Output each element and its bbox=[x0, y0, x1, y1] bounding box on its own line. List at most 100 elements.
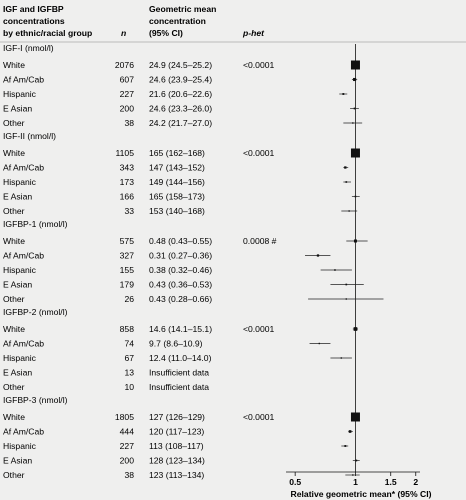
point-estimate bbox=[345, 181, 348, 183]
ci-text: 0.31 (0.27–0.36) bbox=[149, 251, 212, 261]
point-estimate bbox=[334, 269, 336, 271]
ci-text: 9.7 (8.6–10.9) bbox=[149, 339, 203, 349]
n-value: 200 bbox=[120, 104, 135, 114]
group-header-line-2: concentrations bbox=[3, 16, 65, 26]
group-header-line-3: by ethnic/racial group bbox=[3, 28, 92, 38]
group-label: E Asian bbox=[3, 368, 32, 378]
reference-square bbox=[350, 60, 360, 70]
point-estimate bbox=[318, 342, 321, 345]
n-value: 200 bbox=[120, 456, 135, 466]
point-estimate bbox=[344, 166, 347, 169]
group-label: White bbox=[3, 236, 25, 246]
n-value: 38 bbox=[124, 118, 134, 128]
x-tick-label: 0.5 bbox=[289, 477, 301, 487]
ci-text: 24.6 (23.3–26.0) bbox=[149, 104, 212, 114]
p-het-value: <0.0001 bbox=[243, 324, 275, 334]
n-value: 607 bbox=[120, 75, 135, 85]
n-value: 327 bbox=[120, 251, 135, 261]
group-header-line-1: IGF and IGFBP bbox=[3, 4, 64, 14]
n-value: 227 bbox=[120, 441, 135, 451]
n-value: 13 bbox=[124, 368, 134, 378]
phet-header: p-het bbox=[242, 28, 265, 38]
group-label: Hispanic bbox=[3, 441, 37, 451]
group-label: White bbox=[3, 60, 25, 70]
ci-text: Insufficient data bbox=[149, 382, 209, 392]
n-value: 2076 bbox=[115, 60, 134, 70]
group-label: Af Am/Cab bbox=[3, 163, 44, 173]
geomean-header-line-2: concentration bbox=[149, 16, 206, 26]
x-tick-label: 1.5 bbox=[385, 477, 397, 487]
n-value: 173 bbox=[120, 177, 135, 187]
group-label: Hispanic bbox=[3, 89, 37, 99]
p-het-value: 0.0008 # bbox=[243, 236, 277, 246]
n-value: 1105 bbox=[116, 148, 135, 158]
n-header: n bbox=[121, 28, 126, 38]
panel-title: IGF-I (nmol/l) bbox=[3, 43, 54, 53]
n-value: 74 bbox=[124, 339, 134, 349]
n-value: 155 bbox=[120, 265, 135, 275]
point-estimate bbox=[354, 195, 357, 198]
ci-text: 24.2 (21.7–27.0) bbox=[149, 118, 212, 128]
panel-1: IGF-I (nmol/l) <0.0001 White 2076 24.9 (24.5… bbox=[3, 43, 363, 128]
ci-text: 165 (158–173) bbox=[149, 192, 205, 202]
p-het-value: <0.0001 bbox=[243, 60, 275, 70]
n-value: 575 bbox=[120, 236, 135, 246]
group-label: Af Am/Cab bbox=[3, 339, 44, 349]
group-label: Af Am/Cab bbox=[3, 75, 44, 85]
reference-square bbox=[350, 148, 360, 158]
ci-text: 24.9 (24.5–25.2) bbox=[149, 60, 212, 70]
point-estimate bbox=[342, 93, 345, 95]
point-estimate bbox=[316, 254, 320, 257]
panel-5: IGFBP-3 (nmol/l) <0.0001 White 1805 127 (126… bbox=[3, 395, 360, 480]
n-value: 26 bbox=[124, 294, 134, 304]
n-value: 38 bbox=[124, 470, 134, 480]
point-estimate bbox=[352, 122, 354, 124]
ci-text: 0.38 (0.32–0.46) bbox=[149, 265, 212, 275]
geomean-header-line-1: Geometric mean bbox=[149, 4, 216, 14]
panel-title: IGFBP-2 (nmol/l) bbox=[3, 307, 68, 317]
group-label: Af Am/Cab bbox=[3, 251, 44, 261]
ci-text: 14.6 (14.1–15.1) bbox=[149, 324, 212, 334]
point-estimate bbox=[352, 474, 354, 476]
group-label: Hispanic bbox=[3, 177, 37, 187]
group-label: White bbox=[3, 324, 25, 334]
group-label: Hispanic bbox=[3, 353, 37, 363]
group-label: White bbox=[3, 412, 25, 422]
p-het-value: <0.0001 bbox=[243, 412, 275, 422]
ci-text: 149 (144–156) bbox=[149, 177, 205, 187]
point-estimate bbox=[353, 239, 357, 243]
geomean-header-line-3: (95% CI) bbox=[149, 28, 183, 38]
ci-text: 165 (162–168) bbox=[149, 148, 205, 158]
ci-text: 24.6 (23.9–25.4) bbox=[149, 75, 212, 85]
point-estimate bbox=[345, 298, 347, 300]
group-label: E Asian bbox=[3, 104, 32, 114]
column-headers: IGF and IGFBP concentrations by ethnic/r… bbox=[3, 4, 265, 38]
ci-text: 120 (117–123) bbox=[149, 427, 204, 437]
ci-text: 147 (143–152) bbox=[149, 163, 205, 173]
p-het-value: <0.0001 bbox=[243, 148, 275, 158]
x-axis-title: Relative geometric mean* (95% CI) bbox=[291, 489, 432, 499]
point-estimate bbox=[344, 445, 347, 447]
n-value: 343 bbox=[120, 163, 135, 173]
ci-text: 12.4 (11.0–14.0) bbox=[149, 353, 212, 363]
x-tick-label: 1 bbox=[353, 477, 358, 487]
ci-text: 0.43 (0.28–0.66) bbox=[149, 294, 212, 304]
group-label: Other bbox=[3, 206, 25, 216]
x-axis: 0.5 1 1.5 2 Relative geometric mean* (95% CI… bbox=[286, 471, 432, 499]
panel-title: IGFBP-3 (nmol/l) bbox=[3, 395, 68, 405]
group-label: Hispanic bbox=[3, 265, 37, 275]
group-label: Other bbox=[3, 382, 25, 392]
ci-text: 113 (108–117) bbox=[149, 441, 204, 451]
point-estimate bbox=[340, 357, 343, 359]
group-label: Other bbox=[3, 294, 25, 304]
n-value: 67 bbox=[124, 353, 134, 363]
panel-4: IGFBP-2 (nmol/l) <0.0001 White 858 14.6 (14.… bbox=[3, 307, 359, 392]
group-label: E Asian bbox=[3, 192, 32, 202]
n-value: 10 bbox=[124, 382, 134, 392]
ci-text: 123 (113–134) bbox=[149, 470, 204, 480]
panel-3: IGFBP-1 (nmol/l) 0.0008 # White 575 0.48 (0.… bbox=[3, 219, 384, 304]
ci-text: 0.43 (0.36–0.53) bbox=[149, 280, 212, 290]
ci-text: 153 (140–168) bbox=[149, 206, 205, 216]
forest-panels: IGF-I (nmol/l) <0.0001 White 2076 24.9 (24.5… bbox=[3, 43, 384, 480]
point-estimate bbox=[353, 77, 357, 82]
